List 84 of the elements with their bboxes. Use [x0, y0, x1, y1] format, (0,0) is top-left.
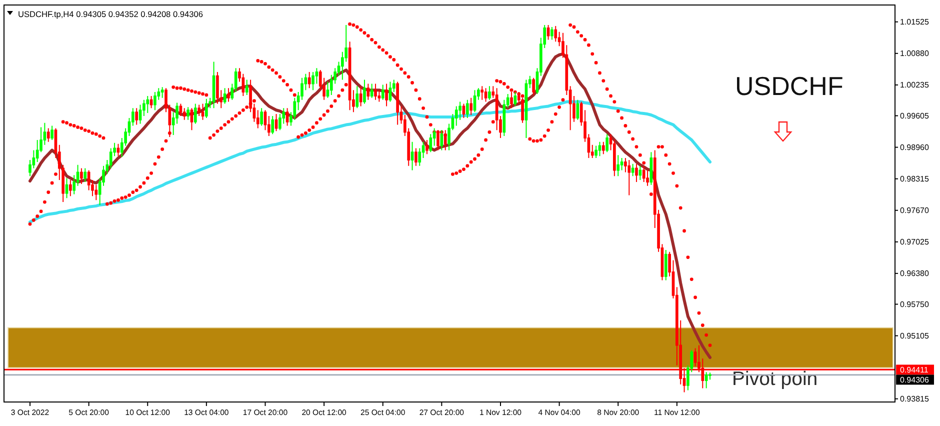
candlestick	[223, 88, 226, 104]
y-tick-label: 0.93815	[900, 394, 930, 404]
candlestick	[160, 86, 164, 98]
candlestick	[546, 24, 550, 40]
candlestick	[116, 143, 120, 157]
candlestick	[205, 98, 208, 118]
candlestick	[554, 26, 558, 42]
candlestick	[245, 79, 248, 96]
candlestick	[642, 165, 646, 182]
text: USDCHF.tp,H4 0.94305 0.94352 0.94208 0.94306	[18, 9, 204, 19]
y-tick-label: 0.95105	[900, 332, 930, 341]
candlestick	[227, 88, 230, 102]
candlestick	[704, 372, 708, 389]
candlestick	[628, 159, 631, 196]
candlestick	[190, 108, 194, 131]
candlestick	[532, 77, 535, 96]
candlestick	[154, 92, 156, 111]
candlestick	[602, 141, 605, 155]
candlestick	[286, 108, 289, 126]
candlestick	[488, 86, 491, 100]
candlestick	[470, 97, 472, 116]
candlestick	[385, 83, 388, 107]
ref-line-label: 0.94306	[900, 375, 930, 384]
candlestick	[466, 99, 469, 118]
candlestick	[194, 103, 197, 124]
y-tick-label: 0.95750	[900, 300, 930, 310]
candlestick	[480, 86, 484, 100]
candlestick	[646, 170, 649, 186]
candlestick	[363, 79, 366, 104]
candlestick	[80, 168, 83, 184]
candlestick	[396, 81, 399, 126]
candlestick	[550, 26, 554, 40]
ref-line-label: 0.94411	[900, 365, 929, 374]
candlestick	[150, 95, 153, 109]
y-tick-label: 0.98960	[900, 143, 930, 152]
candlestick	[138, 104, 142, 124]
candlestick	[135, 108, 138, 126]
candlestick	[312, 71, 314, 91]
y-tick-label: 1.00880	[900, 49, 930, 58]
y-tick-label: 1.01525	[900, 18, 930, 27]
candlestick	[216, 71, 219, 104]
y-tick-label: 0.97025	[900, 238, 930, 247]
y-tick-label: 0.97670	[900, 206, 930, 216]
candlestick	[638, 165, 642, 181]
candlestick	[182, 108, 186, 120]
candlestick	[606, 134, 608, 153]
y-tick-label: 0.98315	[900, 174, 930, 184]
candlestick	[370, 83, 374, 98]
candlestick	[356, 86, 359, 109]
y-tick-label: 0.96380	[900, 269, 930, 278]
candlestick	[359, 86, 362, 107]
text: USDCHF	[735, 71, 844, 101]
candlestick	[616, 154, 620, 177]
candlestick	[271, 115, 274, 135]
candlestick	[274, 114, 278, 132]
candlestick	[50, 125, 54, 140]
candlestick	[664, 249, 668, 281]
candlestick	[414, 148, 418, 166]
candlestick	[179, 103, 182, 116]
candlestick	[635, 163, 638, 182]
candlestick	[598, 141, 602, 157]
candlestick	[69, 180, 72, 197]
candlestick	[84, 168, 87, 182]
candlestick	[46, 128, 50, 142]
candlestick	[374, 83, 377, 100]
candlestick	[510, 92, 513, 109]
candlestick	[94, 184, 98, 201]
candlestick	[308, 71, 311, 89]
candlestick	[65, 178, 68, 199]
candlestick	[410, 141, 414, 171]
y-tick-label: 0.99605	[900, 112, 930, 121]
candlestick	[198, 104, 200, 116]
candlestick	[594, 145, 598, 159]
candlestick	[484, 88, 488, 102]
candlestick	[201, 103, 204, 120]
candlestick	[186, 106, 190, 120]
candlestick	[426, 139, 428, 155]
candlestick	[454, 106, 458, 126]
candlestick	[260, 108, 263, 126]
candlestick	[381, 84, 384, 100]
y-tick-label: 1.00235	[900, 80, 930, 90]
candlestick	[366, 83, 370, 100]
candlestick	[146, 95, 150, 114]
candlestick	[631, 163, 634, 177]
